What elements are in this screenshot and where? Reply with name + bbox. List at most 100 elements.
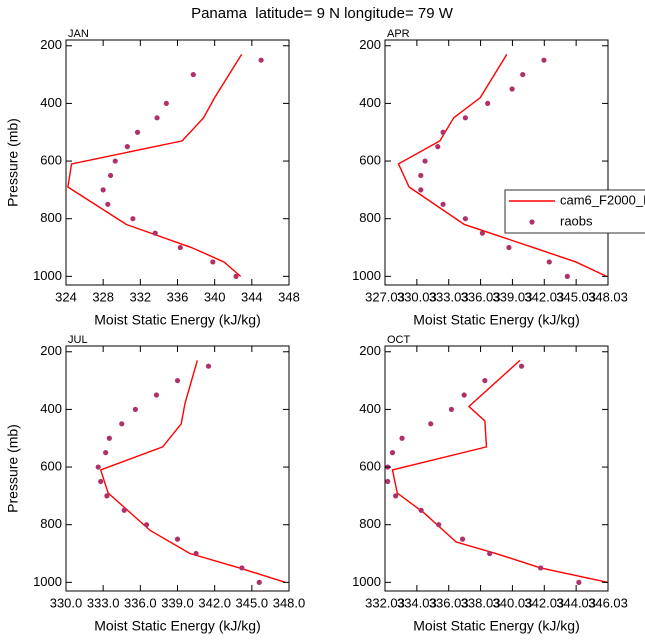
y-tick-label: 400 [359,401,381,416]
y-tick-label: 800 [40,210,62,225]
raob-dot [428,421,434,427]
raob-dot [399,435,405,441]
plot-area [397,54,607,279]
raob-dot [506,244,512,251]
panel-title: JAN [68,28,89,40]
x-tick-label: 330.03 [397,289,437,304]
x-tick-label: 342.0 [198,595,231,610]
y-tick-label: 600 [359,458,381,473]
raob-dot [576,579,582,585]
y-tick-label: 800 [40,516,62,531]
raob-dot [482,377,488,384]
raob-dot [103,450,109,456]
plot-frame [384,345,609,592]
raob-dot [422,158,428,164]
y-tick-label: 200 [359,343,381,358]
x-axis-label: Moist Static Energy (kJ/kg) [94,618,261,634]
x-tick-label: 344.03 [556,595,596,610]
legend-label: raobs [560,213,593,228]
plot-area [95,360,286,585]
profile-line [397,54,607,277]
y-tick-label: 400 [359,95,381,110]
x-tick-label: 332 [129,289,151,304]
raob-dot [393,493,399,499]
raob-dot [448,406,455,413]
x-tick-label: 342.03 [524,595,564,610]
raob-dot [154,115,160,121]
raob-dot [132,406,138,413]
legend-label: cam6_F2000_D [560,192,645,207]
y-tick-label: 1000 [33,574,62,589]
y-tick-label: 400 [40,401,62,416]
y-tick-label: 1000 [33,268,62,283]
raob-dot [462,216,468,222]
legend-box [504,189,645,234]
raob-dot [119,421,125,427]
x-tick-label: 336.03 [429,595,469,610]
raob-dot [130,216,136,222]
raob-dot [258,57,264,63]
raob-dot [479,230,485,236]
raob-dot [462,115,468,121]
plot-frame [384,39,609,286]
raob-dot [459,536,466,542]
raob-dot [485,100,491,107]
y-axis-label: Pressure (mb) [5,118,21,207]
x-axis-label: Moist Static Energy (kJ/kg) [413,618,580,634]
plot-area [67,54,264,279]
y-tick-label: 1000 [352,574,381,589]
raob-dot [112,158,118,164]
raob-dot [418,187,424,193]
y-tick-label: 400 [40,95,62,110]
x-tick-label: 345.03 [556,289,596,304]
raob-dot [143,522,150,528]
legend-dot [529,219,535,225]
raob-dot [134,129,141,135]
x-tick-label: 336.0 [124,595,157,610]
raob-dot [239,565,245,571]
plot-area [385,359,608,585]
x-tick-label: 324 [55,289,77,304]
x-tick-label: 345.0 [236,595,269,610]
x-tick-label: 342.03 [524,289,564,304]
raob-dot [205,363,212,369]
x-tick-label: 339.03 [493,289,533,304]
x-tick-label: 328 [92,289,114,304]
raob-dot [121,507,127,513]
raob-dot [518,363,525,369]
raob-dot [104,493,110,499]
raob-dot [389,450,396,456]
raob-dot [256,579,262,585]
raob-dot [105,201,111,207]
y-tick-label: 1000 [352,268,381,283]
raob-dot [163,100,169,107]
x-tick-label: 333.0 [87,595,120,610]
plot-frame [65,39,290,286]
x-tick-label: 348 [278,289,300,304]
raob-dot [564,273,570,279]
y-tick-label: 600 [359,152,381,167]
raob-dot [100,187,106,193]
raob-dot [193,550,199,557]
raob-dot [174,377,181,384]
raob-dot [509,86,515,92]
raob-dot [418,172,424,179]
y-tick-label: 200 [359,37,381,52]
profile-line [99,360,286,584]
raob-dot [440,129,446,135]
raob-dot [106,435,112,441]
y-tick-label: 600 [40,152,62,167]
raob-dot [461,392,467,398]
x-axis-label: Moist Static Energy (kJ/kg) [413,312,580,328]
x-tick-label: 348.03 [588,289,628,304]
raob-dot [546,259,552,265]
raob-dot [124,144,130,150]
raob-dot [418,507,424,513]
x-tick-label: 332.03 [365,595,405,610]
raob-dot [385,478,391,485]
y-tick-label: 200 [40,37,62,52]
x-axis-label: Moist Static Energy (kJ/kg) [94,312,261,328]
raob-dot [435,144,441,150]
raob-dot [538,565,544,571]
